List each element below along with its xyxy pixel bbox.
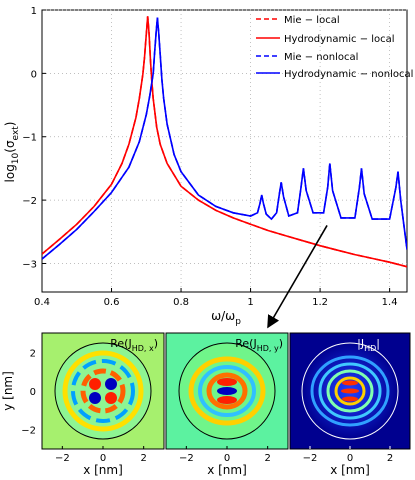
legend-label-hd-nonlocal: Hydrodynamic − nonlocal xyxy=(284,69,413,80)
panel-x-axis-label-3: x [nm] xyxy=(330,463,370,477)
y-tick-label: −2 xyxy=(22,196,37,207)
panel-x-tick-label: 2 xyxy=(264,453,270,464)
panel-x-tick-label: −2 xyxy=(55,453,70,464)
panel-y-tick-label: 0 xyxy=(30,387,36,398)
main-chart: 0.4 0.6 0.8 1 1.2 1.4 1 0 −1 −2 −3 Mie − local Hyd… xyxy=(3,6,413,329)
panel-abs-j-title: |JHD| xyxy=(357,337,380,353)
x-tick-label: 0.4 xyxy=(34,297,50,308)
panel-x-tick-label: 0 xyxy=(224,453,230,464)
panel-x-tick-label: 2 xyxy=(387,453,393,464)
panel-x-tick-label: −2 xyxy=(303,453,318,464)
panel-re-jy-field xyxy=(188,356,266,426)
panel-x-axis-label-1: x [nm] xyxy=(83,463,123,477)
panel-x-axis-label-2: x [nm] xyxy=(207,463,247,477)
panel-re-jy: Re(JHD, y) xyxy=(165,332,289,450)
panel-re-jx-field xyxy=(62,350,144,432)
series-line-1 xyxy=(42,16,407,268)
legend: Mie − local Hydrodynamic − local Mie − n… xyxy=(256,15,413,80)
annotation-arrow xyxy=(267,225,328,329)
main-grid xyxy=(42,9,407,292)
panel-x-tick-label: 2 xyxy=(140,453,146,464)
series-line-3 xyxy=(42,17,407,260)
x-tick-label: 1 xyxy=(247,297,253,308)
legend-label-mie-local: Mie − local xyxy=(284,15,340,26)
main-series xyxy=(42,16,407,268)
panel-re-jx: Re(JHD, x) xyxy=(41,332,165,450)
panel-y-axis-label: y [nm] xyxy=(1,371,15,411)
main-x-axis-label: ω/ωp xyxy=(211,309,241,327)
x-tick-label: 0.8 xyxy=(173,297,189,308)
panel-x-tick-label: 0 xyxy=(100,453,106,464)
y-tick-label: 0 xyxy=(31,69,37,80)
panel-abs-j: |JHD| xyxy=(289,332,411,450)
x-tick-label: 1.4 xyxy=(382,297,398,308)
panel-re-jx-title: Re(JHD, x) xyxy=(110,337,158,353)
y-tick-label: −1 xyxy=(22,133,37,144)
panel-abs-j-field xyxy=(310,355,390,427)
y-tick-label: 1 xyxy=(31,6,37,17)
x-tick-label: 0.6 xyxy=(104,297,120,308)
main-plot-area xyxy=(41,9,408,293)
main-ticks: 0.4 0.6 0.8 1 1.2 1.4 1 0 −1 −2 −3 xyxy=(22,6,397,308)
panel-x-tick-label: −2 xyxy=(179,453,194,464)
panel-ticks: −2 0 2 −2 0 2 −2 0 2 2 0 −2 xyxy=(21,348,393,464)
legend-label-hd-local: Hydrodynamic − local xyxy=(284,34,395,45)
panel-y-tick-label: −2 xyxy=(21,426,36,437)
panel-re-jy-title: Re(JHD, y) xyxy=(235,337,283,353)
panel-re-jx-disk xyxy=(54,342,152,440)
main-y-axis-label: log10(σext) xyxy=(3,122,21,183)
panel-y-tick-label: 2 xyxy=(30,348,36,359)
legend-label-mie-nonlocal: Mie − nonlocal xyxy=(284,52,358,63)
x-tick-label: 1.2 xyxy=(312,297,328,308)
panel-x-tick-label: 0 xyxy=(347,453,353,464)
y-tick-label: −3 xyxy=(22,259,37,270)
